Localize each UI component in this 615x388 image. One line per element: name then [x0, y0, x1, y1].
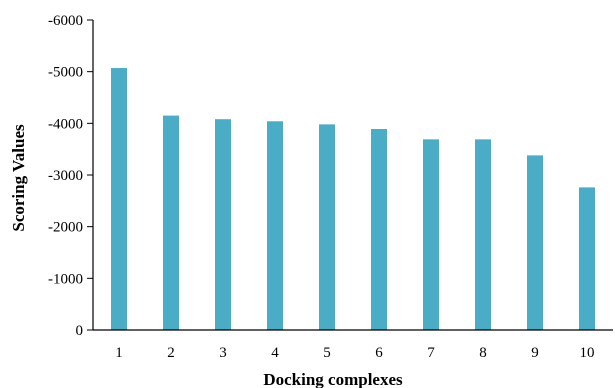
x-tick-label: 1	[115, 345, 123, 361]
bar-7	[423, 139, 439, 330]
y-tick-label: -2000	[48, 220, 83, 236]
y-tick-label: -5000	[48, 65, 83, 81]
bar-4	[267, 121, 283, 331]
x-tick-label: 2	[167, 345, 175, 361]
bar-3	[215, 119, 231, 330]
x-tick-label: 5	[323, 345, 331, 361]
x-tick-label: 3	[219, 345, 227, 361]
x-tick-label: 10	[580, 345, 595, 361]
x-tick-label: 4	[271, 345, 279, 361]
plot-area: 0 -1000 -2000 -3000 -4000 -5000 -6000 1 2 3 4 5 6 7 8 9…	[48, 13, 613, 361]
y-axis-title: Scoring Values	[9, 124, 28, 232]
y-tick-label: -3000	[48, 168, 83, 184]
y-tick-label: -4000	[48, 116, 83, 132]
bar-9	[527, 155, 543, 330]
x-axis-title: Docking complexes	[263, 370, 403, 388]
bar-1	[111, 68, 127, 331]
y-tick-label: 0	[76, 323, 84, 339]
x-tick-label: 8	[479, 345, 487, 361]
y-tick-label: -6000	[48, 13, 83, 29]
bar-10	[579, 187, 595, 330]
bar-6	[371, 129, 387, 330]
bar-8	[475, 139, 491, 330]
x-tick-label: 7	[427, 345, 435, 361]
bar-5	[319, 124, 335, 330]
bar-2	[163, 115, 179, 330]
y-tick-label: -1000	[48, 271, 83, 287]
x-tick-label: 9	[531, 345, 539, 361]
x-tick-label: 6	[375, 345, 383, 361]
